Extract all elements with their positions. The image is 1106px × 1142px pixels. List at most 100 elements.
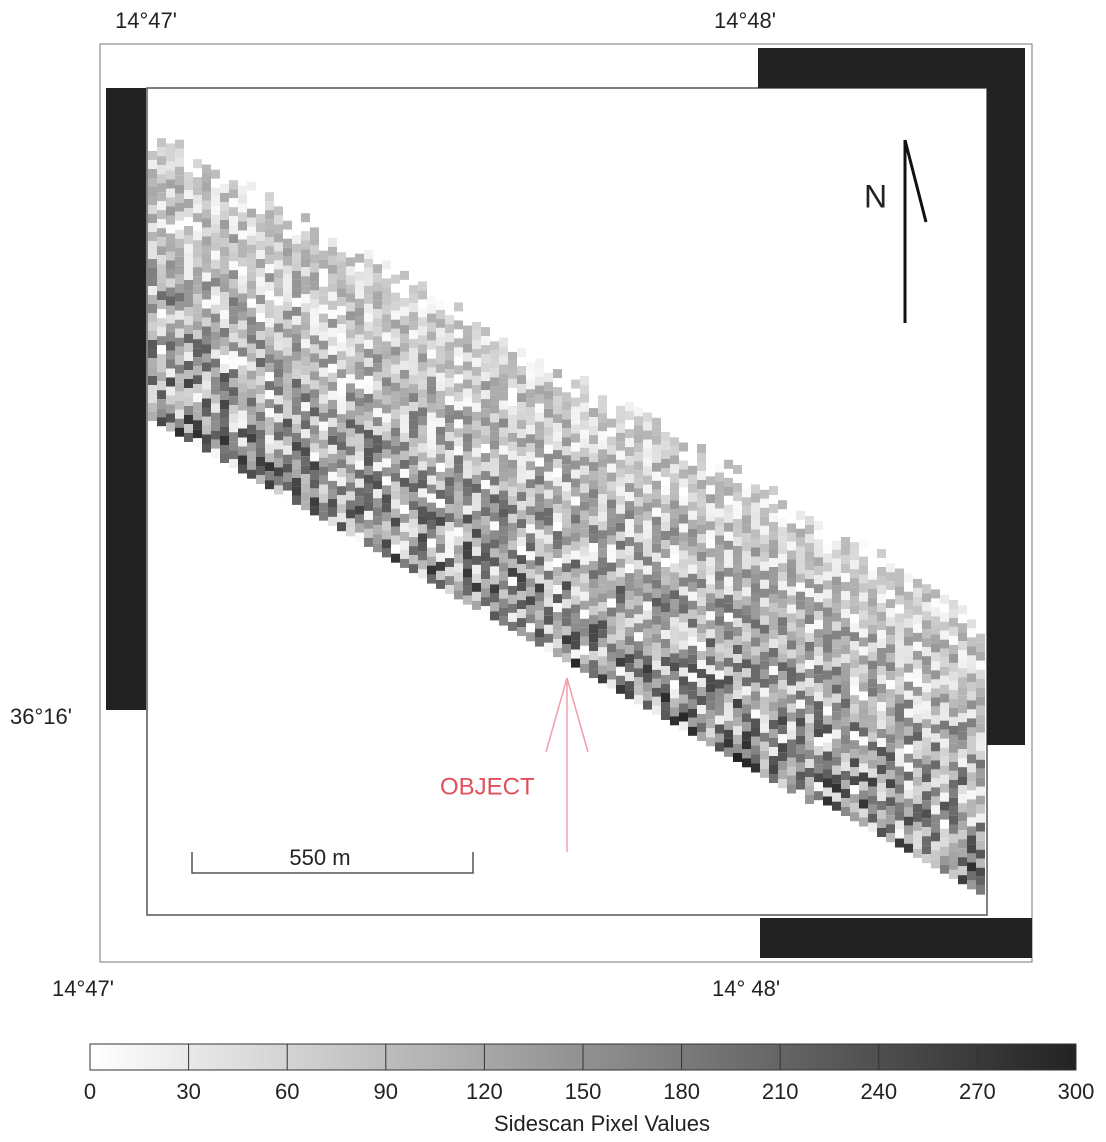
sonar-pixel [535,367,544,377]
sonar-pixel [364,447,373,457]
sonar-pixel [265,273,274,283]
sonar-pixel [616,495,625,505]
sonar-pixel [454,527,463,537]
sonar-pixel [247,424,256,434]
sonar-pixel [814,575,823,585]
sonar-pixel [832,783,841,793]
sonar-pixel [616,459,625,469]
sonar-pixel [634,641,643,651]
sonar-pixel [625,429,634,439]
sonar-pixel [481,516,490,526]
sonar-pixel [364,303,373,313]
sonar-pixel [148,331,157,340]
sonar-pixel [535,457,544,467]
sonar-pixel [175,310,184,320]
sonar-pixel [391,553,400,563]
sonar-pixel [508,360,517,370]
sonar-pixel [211,241,220,251]
sonar-pixel [346,311,355,321]
sonar-pixel [220,292,229,301]
sonar-pixel [301,366,310,376]
sonar-pixel [373,525,382,535]
sonar-pixel [706,647,715,657]
sonar-pixel [724,531,733,541]
sonar-pixel [895,568,904,578]
sonar-pixel [220,337,229,346]
sonar-pixel [427,358,436,368]
sonar-pixel [193,204,202,214]
sonar-pixel [148,250,157,259]
sonar-pixel [868,570,877,580]
sonar-pixel [166,269,175,279]
sonar-pixel [886,824,895,834]
sonar-pixel [769,621,778,630]
sonar-pixel [427,340,436,350]
sonar-pixel [220,265,229,274]
sonar-pixel [931,607,940,617]
sonar-pixel [922,638,931,648]
sonar-pixel [949,752,958,762]
sonar-pixel [823,796,832,806]
sonar-pixel [571,469,580,479]
sonar-pixel [760,525,769,535]
sonar-pixel [274,215,283,225]
sonar-pixel [382,377,391,387]
scale-bar [191,852,474,874]
sonar-pixel [184,172,193,181]
sonar-pixel [562,464,571,474]
sonar-pixel [301,501,310,511]
sonar-pixel [967,862,976,872]
sonar-pixel [400,423,409,433]
sonar-pixel [490,350,499,360]
sonar-pixel [409,429,418,439]
sonar-pixel [229,306,238,316]
sonar-pixel [148,187,157,196]
sonar-pixel [940,792,949,802]
sonar-pixel [337,405,346,415]
sonar-pixel [643,700,652,710]
sonar-pixel [292,324,301,334]
sonar-pixel [148,259,157,268]
sonar-pixel [589,597,598,607]
sonar-pixel [256,385,265,394]
sonar-pixel [337,423,346,433]
sonar-pixel [724,738,733,748]
sonar-pixel [292,252,301,262]
sonar-pixel [337,387,346,397]
sonar-pixel [535,403,544,413]
sonar-pixel [733,726,742,735]
sonar-pixel [670,680,679,690]
sonar-pixel [895,793,904,803]
sonar-pixel [463,496,472,506]
sonar-pixel [202,191,211,201]
sonar-pixel [868,633,877,643]
sonar-pixel [949,869,958,879]
sonar-pixel [688,672,697,682]
sonar-pixel [319,250,328,260]
sonar-pixel [220,274,229,283]
sonar-pixel [940,729,949,739]
sonar-pixel [157,165,166,175]
sonar-pixel [958,632,967,642]
sonar-pixel [859,808,868,818]
sonar-pixel [904,717,913,727]
sonar-pixel [193,321,202,331]
sonar-pixel [841,663,850,672]
sonar-pixel [157,147,166,157]
sonar-pixel [247,469,256,479]
sonar-pixel [652,705,661,715]
sonar-pixel [328,462,337,472]
sonar-pixel [400,306,409,316]
sonar-pixel [796,564,805,574]
sonar-pixel [805,525,814,534]
sonar-pixel [283,472,292,482]
sonar-pixel [157,228,166,238]
sonar-pixel [643,565,652,575]
sonar-pixel [337,369,346,379]
sonar-pixel [877,702,886,711]
sonar-pixel [778,500,787,510]
sonar-pixel [310,479,319,489]
sonar-pixel [607,472,616,482]
sonar-pixel [355,532,364,542]
sonar-pixel [877,729,886,738]
